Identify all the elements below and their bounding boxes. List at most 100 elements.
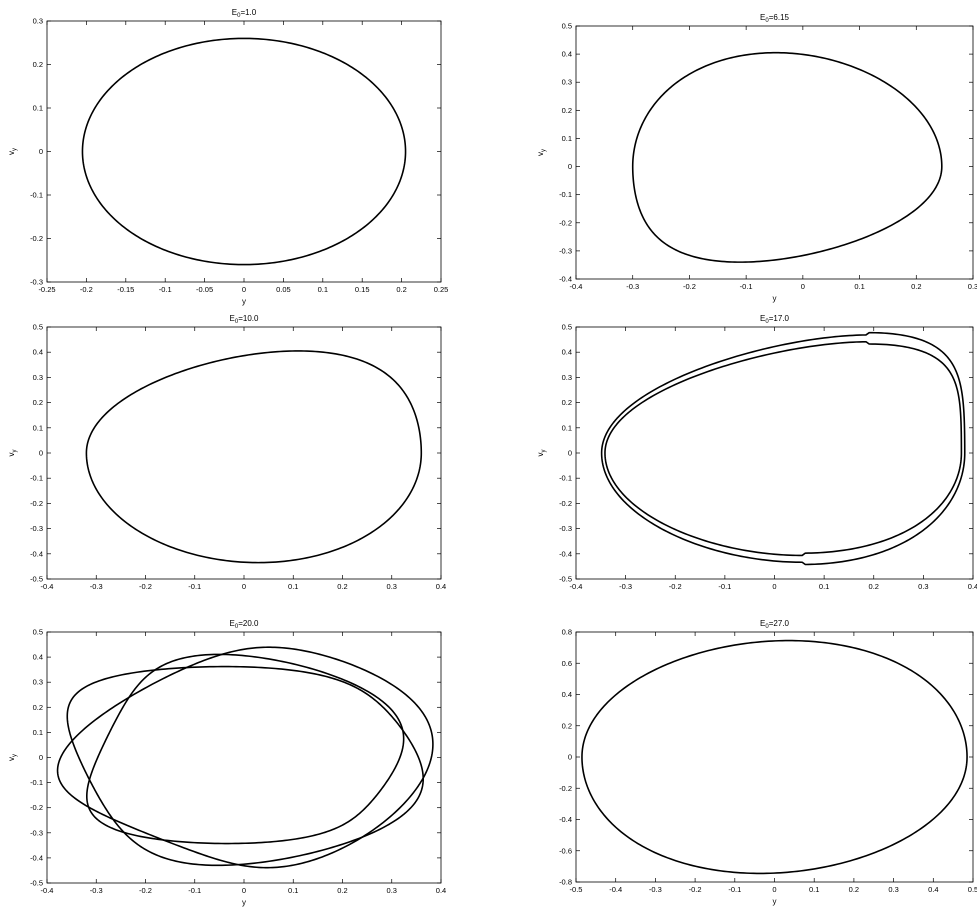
y-tick-label: -0.2 [559, 784, 572, 793]
x-tick-label: -0.1 [159, 285, 172, 294]
x-tick-label: 0.25 [434, 285, 449, 294]
y-tick-label: 0 [568, 162, 572, 171]
phase-panel-1: -0.25 -0.2 -0.15 -0.1 -0.05 0 0.05 0.1 0.15 0.2 0.… [7, 8, 448, 306]
x-tick-label: 0.2 [849, 885, 859, 894]
x-tick-label: -0.1 [718, 582, 731, 591]
y-tick-label: 0.3 [33, 678, 43, 687]
x-tick-label: -0.3 [90, 886, 103, 895]
x-tick-label: -0.1 [188, 582, 201, 591]
y-tick-label: -0.4 [559, 275, 572, 284]
x-tick-label: 0.05 [276, 285, 291, 294]
x-axis-label: y [242, 898, 246, 907]
x-tick-label: 0.4 [968, 582, 977, 591]
x-tick-label: 0 [242, 886, 246, 895]
trajectory-curve-1 [631, 51, 943, 263]
trajectory-curve-1 [81, 37, 407, 266]
trajectory-curve-1 [85, 350, 423, 564]
y-tick-label: 0.1 [562, 134, 572, 143]
phase-panel-4: -0.4 -0.3 -0.2 -0.1 0 0.1 0.2 0.3 0.4-0.5-0.4-0.… [536, 314, 977, 591]
y-tick-label: 0.4 [562, 348, 572, 357]
y-tick-label: 0 [39, 147, 43, 156]
x-tick-label: 0.2 [337, 886, 347, 895]
y-tick-label: -0.3 [30, 278, 43, 287]
y-tick-label: 0.1 [33, 104, 43, 113]
x-tick-label: -0.5 [570, 885, 583, 894]
x-tick-label: 0 [772, 885, 776, 894]
x-tick-label: 0.1 [288, 582, 298, 591]
y-tick-label: -0.3 [559, 246, 572, 255]
plot-frame [575, 326, 974, 580]
y-tick-label: 0.2 [562, 398, 572, 407]
x-tick-label: 0.4 [928, 885, 938, 894]
y-tick-label: 0 [568, 449, 572, 458]
x-tick-label: -0.4 [41, 582, 54, 591]
y-tick-label: -0.4 [30, 853, 43, 862]
panel-title: E0=10.0 [230, 314, 259, 325]
y-axis-label: vy [536, 149, 547, 156]
x-tick-label: 0.1 [288, 886, 298, 895]
y-axis-label: vy [7, 754, 18, 761]
y-tick-label: -0.1 [30, 191, 43, 200]
y-tick-label: 0 [568, 753, 572, 762]
x-tick-label: -0.4 [570, 582, 583, 591]
plot-frame [46, 326, 442, 580]
x-tick-label: 0.3 [387, 886, 397, 895]
y-tick-label: 0.4 [33, 348, 43, 357]
y-axis-label: vy [7, 450, 18, 457]
y-tick-label: 0.3 [33, 373, 43, 382]
x-tick-label: -0.1 [188, 886, 201, 895]
trajectory-curve-1 [581, 639, 968, 875]
x-tick-label: 0 [242, 582, 246, 591]
y-tick-label: 0 [39, 449, 43, 458]
y-tick-label: 0.4 [562, 50, 572, 59]
y-tick-label: 0.5 [562, 22, 572, 31]
panel-title: E0=17.0 [760, 314, 789, 325]
y-tick-label: 0 [39, 753, 43, 762]
y-tick-label: -0.3 [30, 828, 43, 837]
x-tick-label: 0.1 [854, 282, 864, 291]
panel-title: E0=27.0 [760, 619, 789, 630]
y-tick-label: -0.2 [30, 803, 43, 812]
y-tick-label: 0.2 [562, 721, 572, 730]
phase-panel-3: -0.4 -0.3 -0.2 -0.1 0 0.1 0.2 0.3 0.4-0.5-0.4-0.… [7, 314, 446, 591]
x-tick-label: 0.1 [819, 582, 829, 591]
trajectory-curve-2 [66, 665, 425, 867]
plot-frame [575, 25, 974, 280]
y-tick-label: -0.8 [559, 878, 572, 887]
x-tick-label: -0.4 [570, 282, 583, 291]
x-tick-label: 0 [801, 282, 805, 291]
plot-frame [46, 20, 442, 283]
y-tick-label: 0.3 [33, 17, 43, 26]
y-tick-label: 0.5 [33, 628, 43, 637]
y-tick-label: -0.5 [30, 879, 43, 888]
x-tick-label: -0.4 [609, 885, 622, 894]
x-axis-label: y [773, 294, 777, 303]
y-tick-label: 0.2 [33, 703, 43, 712]
phase-panel-6: -0.5 -0.4 -0.3 -0.2 -0.1 0 0.1 0.2 0.3 0.4 0.5 -0.8… [559, 619, 977, 906]
y-tick-label: -0.3 [30, 524, 43, 533]
y-tick-label: -0.2 [30, 234, 43, 243]
y-tick-label: 0.1 [33, 728, 43, 737]
y-tick-label: -0.2 [30, 499, 43, 508]
y-tick-label: 0.3 [562, 78, 572, 87]
y-tick-label: 0.5 [33, 323, 43, 332]
x-tick-label: -0.3 [626, 282, 639, 291]
x-tick-label: 0.15 [355, 285, 370, 294]
x-tick-label: -0.2 [139, 582, 152, 591]
y-tick-label: -0.1 [559, 474, 572, 483]
y-tick-label: -0.4 [559, 549, 572, 558]
x-tick-label: 0.4 [436, 886, 446, 895]
x-tick-label: 0.2 [869, 582, 879, 591]
y-tick-label: 0.2 [33, 398, 43, 407]
x-tick-label: -0.2 [683, 282, 696, 291]
x-tick-label: 0.3 [918, 582, 928, 591]
y-tick-label: -0.1 [30, 778, 43, 787]
x-tick-label: -0.15 [117, 285, 134, 294]
x-tick-label: -0.2 [669, 582, 682, 591]
y-tick-label: 0.8 [562, 628, 572, 637]
x-tick-label: -0.1 [728, 885, 741, 894]
y-tick-label: 0.2 [33, 60, 43, 69]
x-tick-label: -0.2 [80, 285, 93, 294]
x-tick-label: 0 [242, 285, 246, 294]
